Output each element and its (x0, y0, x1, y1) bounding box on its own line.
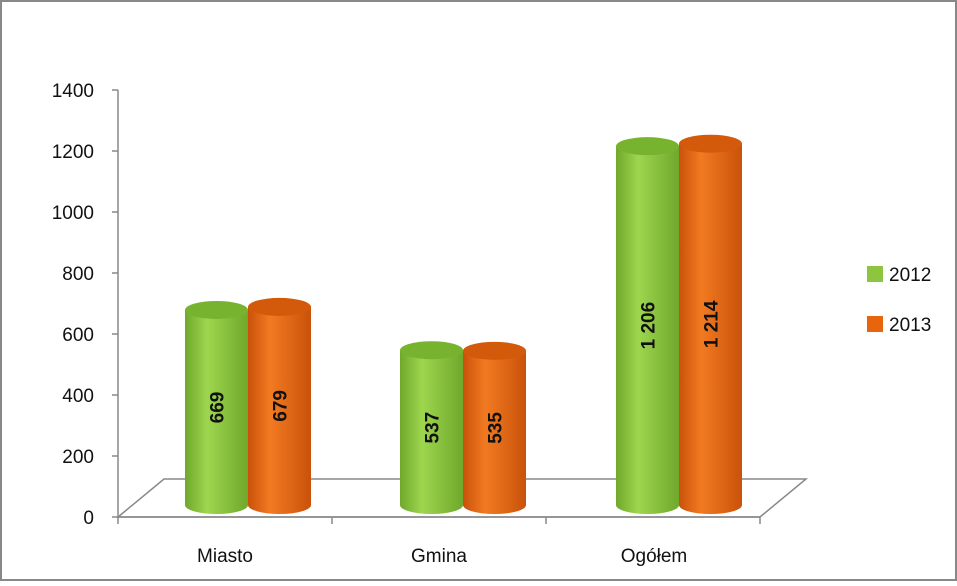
bar-body (248, 306, 311, 514)
y-tick-label: 800 (62, 264, 94, 285)
bar (185, 300, 248, 514)
y-tick-label: 1200 (52, 142, 94, 163)
bar-body (616, 146, 679, 515)
bars (185, 134, 742, 515)
legend-label: 2012 (889, 265, 931, 286)
data-label: 1 214 (702, 300, 723, 348)
data-label: 535 (486, 412, 507, 444)
bar-top (463, 341, 526, 360)
bar (463, 341, 526, 514)
legend-swatch (867, 316, 883, 332)
data-label: 1 206 (639, 302, 660, 350)
legend: 2012 2013 (867, 265, 931, 336)
bar-body (400, 350, 463, 514)
bar-top (400, 341, 463, 360)
bar (679, 134, 742, 515)
bar-top (679, 134, 742, 153)
data-label: 679 (271, 390, 292, 422)
data-label: 669 (208, 392, 229, 424)
bar-body (185, 309, 248, 514)
category-label: Gmina (411, 546, 467, 567)
bar (248, 297, 311, 514)
category-label: Miasto (197, 546, 253, 567)
data-label: 537 (423, 412, 444, 444)
y-tick-label: 400 (62, 386, 94, 407)
legend-swatch (867, 266, 883, 282)
bar-body (679, 143, 742, 515)
data-labels: 669 679 537 535 1 206 1 214 (208, 300, 723, 444)
y-tick-labels: 0 200 400 600 800 1000 1200 1400 (52, 81, 94, 529)
y-tick-label: 1000 (52, 203, 94, 224)
bar-top (185, 300, 248, 319)
category-labels: Miasto Gmina Ogółem (197, 546, 687, 567)
legend-label: 2013 (889, 315, 931, 336)
bar-top (248, 297, 311, 316)
bar-body (463, 350, 526, 514)
y-tick-label: 0 (83, 508, 94, 529)
y-tick-label: 1400 (52, 81, 94, 102)
y-tick-label: 200 (62, 447, 94, 468)
bar (616, 137, 679, 515)
category-label: Ogółem (621, 546, 688, 567)
bar (400, 341, 463, 514)
y-tick-label: 600 (62, 325, 94, 346)
bar-top (616, 137, 679, 156)
